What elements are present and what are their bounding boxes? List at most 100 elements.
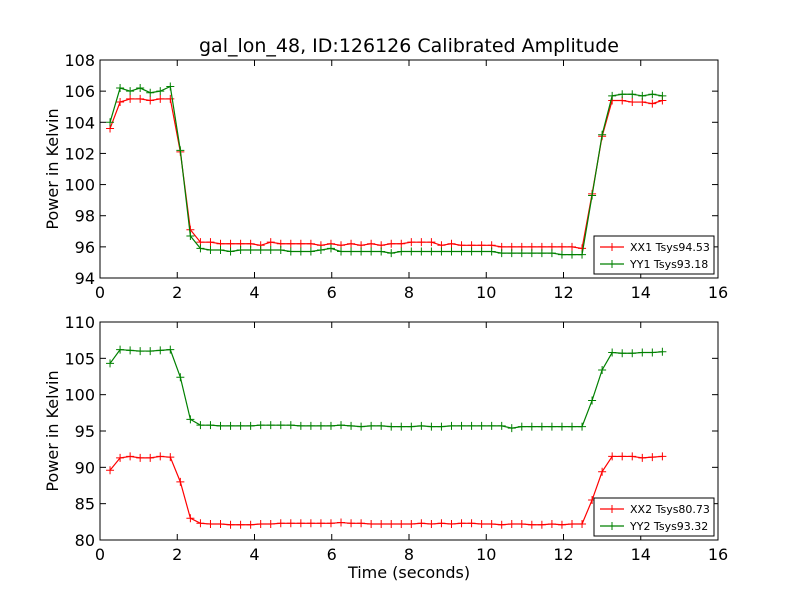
data-point [186,514,195,523]
x-axis-label: Time (seconds) [347,563,470,582]
data-point [337,518,346,527]
data-point [226,520,235,529]
y-tick-label: 110 [64,313,95,332]
x-tick-label: 10 [476,283,496,302]
data-point [316,245,325,254]
data-point [166,94,175,103]
y-tick-label: 90 [75,458,95,477]
data-point [236,245,245,254]
x-tick-label: 12 [553,545,573,564]
data-point [347,519,356,528]
x-tick-label: 8 [404,283,414,302]
data-point [517,422,526,431]
data-point [638,348,647,357]
data-point [136,347,145,356]
data-point [367,247,376,256]
x-tick-label: 12 [553,283,573,302]
data-point [176,477,185,486]
data-point [537,422,546,431]
data-point [507,520,516,529]
data-point [176,373,185,382]
x-tick-label: 14 [631,545,651,564]
data-point [608,452,617,461]
data-point [477,520,486,529]
data-point [226,421,235,430]
data-point [357,247,366,256]
data-point [547,520,556,529]
data-point [146,453,155,462]
x-tick-label: 2 [172,545,182,564]
legend-box [593,497,715,537]
y-tick-label: 96 [75,238,95,257]
data-point [447,421,456,430]
data-point [648,453,657,462]
data-point [246,421,255,430]
data-point [477,247,486,256]
y-tick-label: 80 [75,531,95,550]
data-point [547,249,556,258]
legend: XX2 Tsys80.73 YY2 Tsys93.32 [593,497,715,537]
data-point [166,82,175,91]
data-point [407,238,416,247]
data-point [126,87,135,96]
data-point [206,245,215,254]
data-point [136,94,145,103]
data-point [437,422,446,431]
data-point [156,452,165,461]
data-point [226,239,235,248]
x-tick-label: 2 [172,283,182,302]
y-tick-label: 108 [64,51,95,70]
data-point [618,452,627,461]
data-point [316,519,325,528]
data-point [367,239,376,248]
data-point [497,249,506,258]
data-point [347,239,356,248]
data-point [507,249,516,258]
x-tick-label: 6 [327,283,337,302]
data-point [437,519,446,528]
x-tick-label: 16 [708,545,728,564]
x-tick-label: 10 [476,545,496,564]
data-point [206,520,215,529]
data-point [306,519,315,528]
data-point [156,94,165,103]
data-point [196,519,205,528]
data-point [377,421,386,430]
data-point [457,519,466,528]
data-point [567,250,576,259]
y-tick-label: 100 [64,176,95,195]
data-point [126,452,135,461]
data-point [557,520,566,529]
data-point [407,520,416,529]
data-point [417,247,426,256]
data-point [166,453,175,462]
data-point [427,247,436,256]
data-point [628,452,637,461]
data-point [116,453,125,462]
x-tick-label: 6 [327,545,337,564]
data-point [377,520,386,529]
x-tick-label: 8 [404,545,414,564]
data-point [628,349,637,358]
data-point [146,88,155,97]
data-point [266,520,275,529]
legend-marker [608,505,616,513]
data-point [567,242,576,251]
data-point [286,519,295,528]
data-point [276,245,285,254]
data-point [286,247,295,256]
data-point [397,247,406,256]
data-point [547,422,556,431]
data-point [156,346,165,355]
data-point [567,422,576,431]
data-point [648,99,657,108]
legend-label: YY1 Tsys93.18 [629,258,708,271]
series-2 [106,82,667,259]
data-point [246,245,255,254]
data-point [578,520,587,529]
data-point [326,244,335,253]
data-point [447,247,456,256]
data-point [598,130,607,139]
data-point [116,345,125,354]
